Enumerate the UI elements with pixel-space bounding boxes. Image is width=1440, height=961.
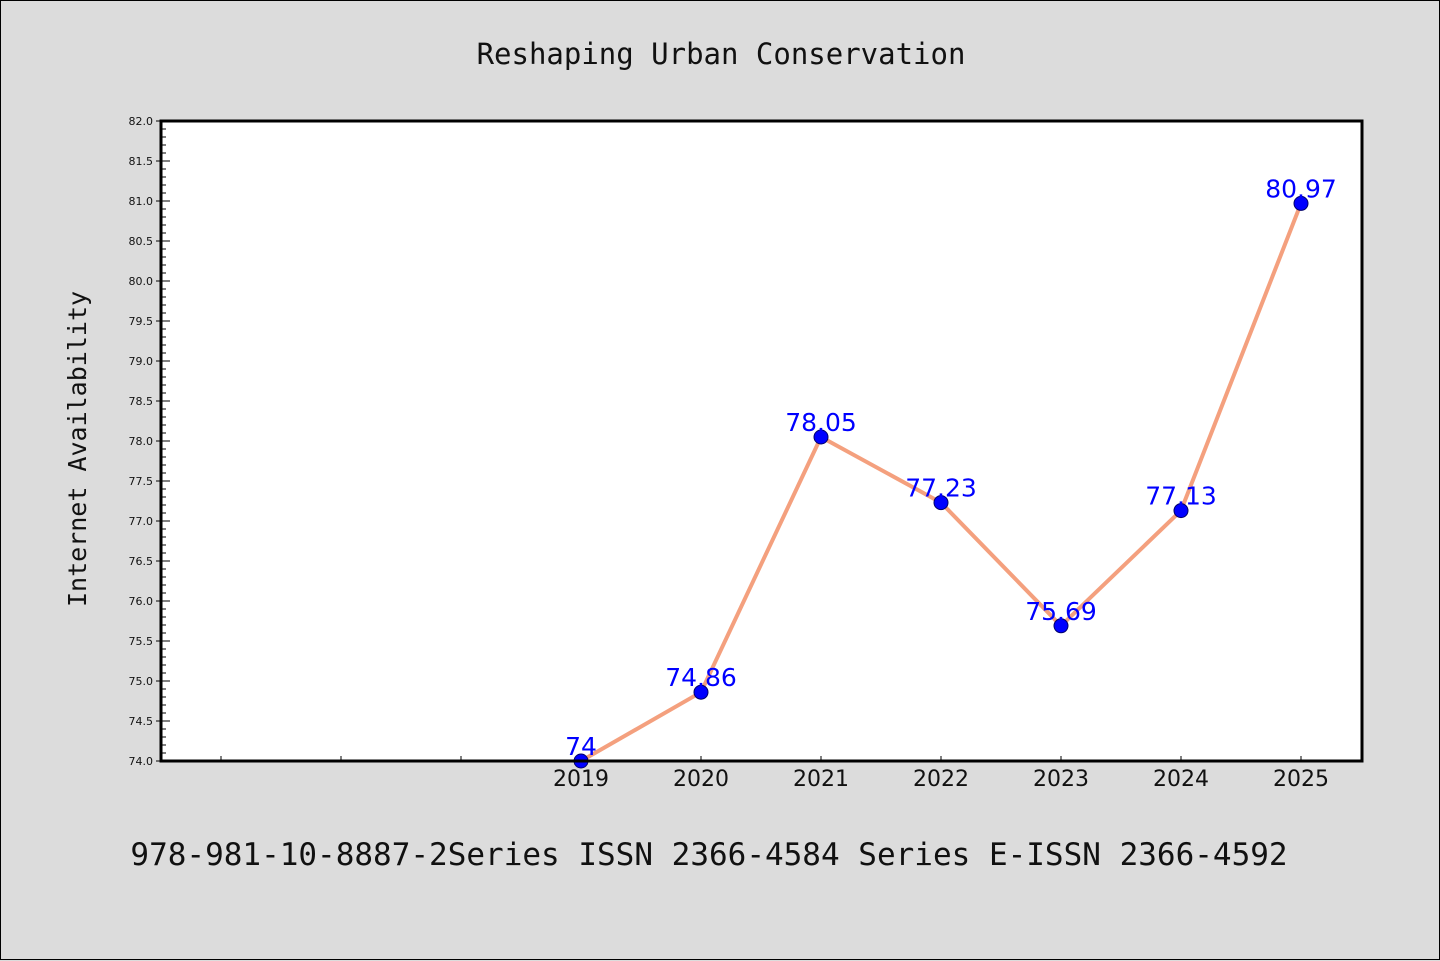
data-label: 78.05 <box>785 408 857 437</box>
series-markers <box>573 195 1309 769</box>
chart-title: Reshaping Urban Conservation <box>477 37 966 71</box>
x-tick-label: 2021 <box>793 767 849 792</box>
data-labels: 74 74.86 78.05 77.23 75.69 77.13 80.97 <box>565 174 1337 761</box>
data-point <box>1053 618 1069 634</box>
y-tick-labels: 74.0 74.5 75.0 75.5 76.0 76.5 77.0 77.5 78.0 78.5… <box>129 115 154 768</box>
y-tick-label: 76.5 <box>129 555 154 568</box>
y-major-ticks <box>156 120 170 762</box>
y-tick-label: 80.5 <box>129 235 154 248</box>
plot-border <box>159 119 1364 763</box>
x-tick-label: 2023 <box>1033 767 1089 792</box>
data-point <box>933 495 949 511</box>
data-label: 77.13 <box>1145 482 1217 511</box>
y-tick-label: 78.5 <box>129 395 154 408</box>
y-tick-label: 74.0 <box>129 755 154 768</box>
data-label: 80.97 <box>1265 174 1337 203</box>
data-label: 77.23 <box>905 474 977 503</box>
y-tick-label: 79.0 <box>129 355 154 368</box>
data-label: 75.69 <box>1025 597 1097 626</box>
y-tick-label: 80.0 <box>129 275 154 288</box>
x-tick-label: 2022 <box>913 767 969 792</box>
y-tick-label: 77.5 <box>129 475 154 488</box>
y-tick-label: 78.0 <box>129 435 154 448</box>
y-tick-label: 79.5 <box>129 315 154 328</box>
data-label: 74 <box>565 732 597 761</box>
y-tick-label: 74.5 <box>129 715 154 728</box>
data-point <box>813 429 829 445</box>
data-point <box>1293 195 1309 211</box>
data-point <box>693 684 709 700</box>
data-label: 74.86 <box>665 663 737 692</box>
x-tick-label: 2020 <box>673 767 729 792</box>
x-tick-label: 2025 <box>1273 767 1329 792</box>
x-tick-labels: 2019 2020 2021 2022 2023 2024 2025 <box>553 767 1329 792</box>
y-axis-label: Internet Availability <box>63 291 92 607</box>
y-tick-label: 77.0 <box>129 515 154 528</box>
plot-area <box>161 121 1362 761</box>
x-tick-label: 2019 <box>553 767 609 792</box>
x-tick-label: 2024 <box>1153 767 1209 792</box>
y-tick-label: 75.5 <box>129 635 154 648</box>
footer-text: 978-981-10-8887-2Series ISSN 2366-4584 S… <box>130 837 1287 873</box>
y-tick-label: 82.0 <box>129 115 154 128</box>
data-point <box>1173 503 1189 519</box>
y-tick-label: 81.0 <box>129 195 154 208</box>
y-tick-label: 76.0 <box>129 595 154 608</box>
y-tick-label: 81.5 <box>129 155 154 168</box>
y-tick-label: 75.0 <box>129 675 154 688</box>
